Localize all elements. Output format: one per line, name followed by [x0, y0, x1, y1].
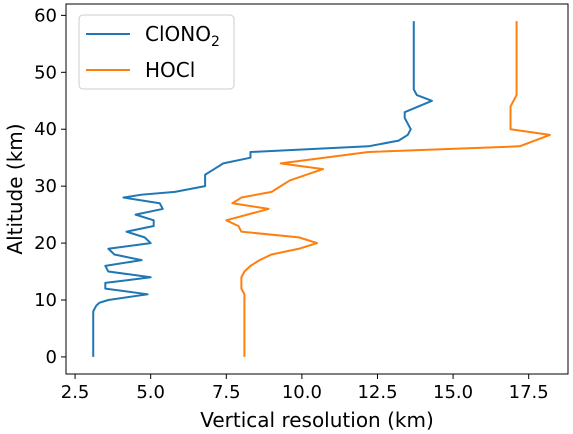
x-tick-label-6: 17.5 [509, 382, 549, 403]
y-axis-label: Altitude (km) [3, 123, 27, 254]
series-line-0 [92, 21, 433, 357]
y-tick-label-0: 0 [46, 347, 57, 368]
x-tick-label-5: 15.0 [433, 382, 473, 403]
legend-label-0: ClONO2 [145, 22, 220, 50]
legend-label-1: HOCl [145, 58, 195, 82]
axes-frame [65, 3, 569, 375]
legend-label-subscript-0: 2 [211, 34, 220, 50]
x-tick-label-1: 5.0 [136, 382, 165, 403]
series-layer [92, 21, 551, 357]
x-tick-label-4: 12.5 [357, 382, 397, 403]
y-tick-label-6: 60 [34, 5, 57, 26]
x-axis-label: Vertical resolution (km) [200, 408, 434, 432]
series-line-1 [225, 21, 551, 357]
y-tick-label-3: 30 [34, 176, 57, 197]
y-tick-label-2: 20 [34, 233, 57, 254]
axes-layer: 2.5 5.0 7.5 10.0 12.5 15.0 17.5 0 10 20 30 40 50 60 Ve… [3, 3, 569, 432]
legend: ClONO2 HOCl [78, 14, 235, 90]
y-tick-label-4: 40 [34, 119, 57, 140]
x-tick-label-2: 7.5 [212, 382, 241, 403]
y-tick-label-1: 10 [34, 290, 57, 311]
x-tick-label-0: 2.5 [61, 382, 90, 403]
legend-label-text-1: HOCl [145, 58, 195, 82]
y-tick-label-5: 50 [34, 62, 57, 83]
x-tick-label-3: 10.0 [282, 382, 322, 403]
legend-label-text-0: ClONO [145, 22, 211, 46]
